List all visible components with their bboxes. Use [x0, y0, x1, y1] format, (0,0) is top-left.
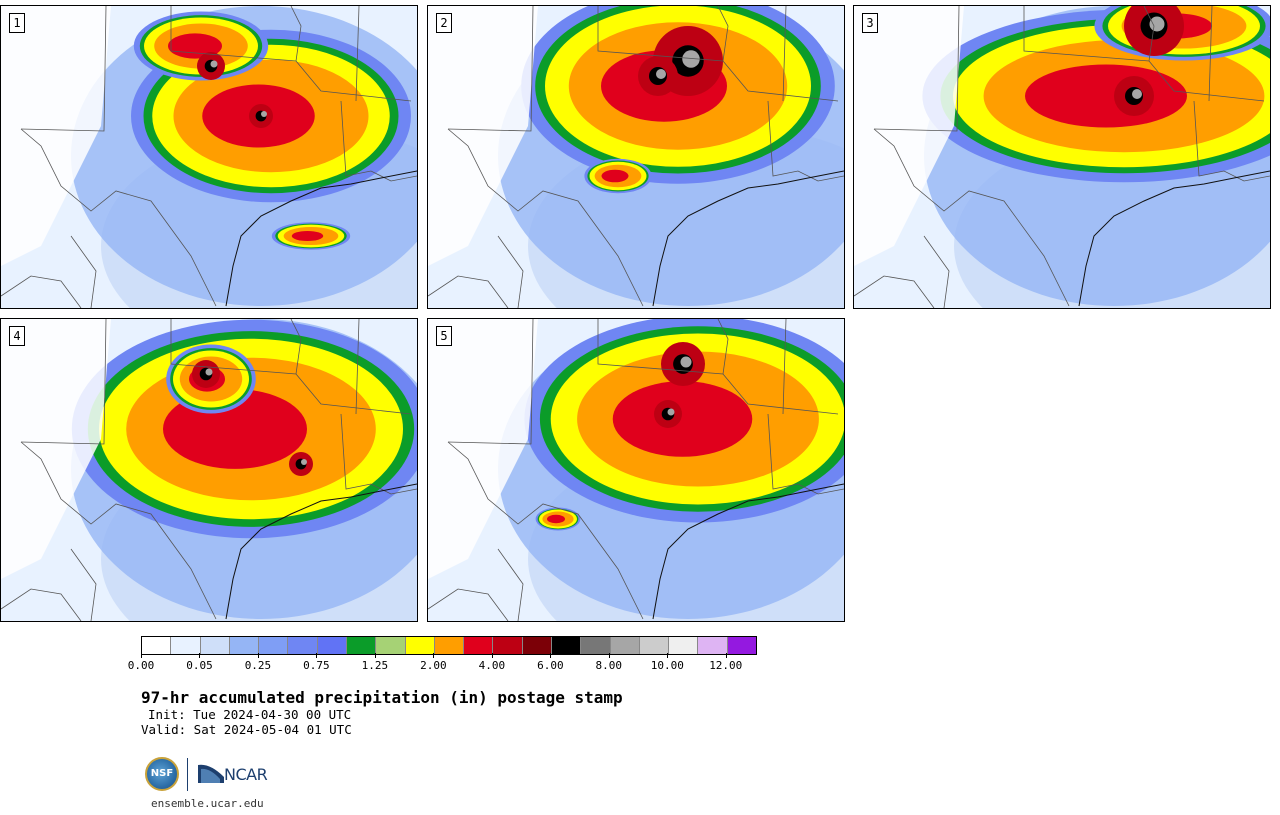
colorbar-swatch: [346, 637, 377, 654]
precip-colorbar: [141, 636, 757, 655]
precip-map-3: [854, 6, 1270, 308]
ncar-logo-icon: [198, 764, 224, 783]
colorbar-swatch: [698, 637, 728, 654]
colorbar-swatch: [434, 637, 465, 654]
colorbar-tick: [199, 653, 201, 658]
colorbar-swatch: [171, 637, 201, 654]
colorbar-tick-label: 10.00: [650, 659, 684, 672]
colorbar-tick-label: 12.00: [709, 659, 743, 672]
colorbar-tick: [141, 653, 142, 658]
postage-stamp-panel-2: 2: [427, 5, 845, 309]
postage-stamp-panel-3: 3: [853, 5, 1271, 309]
colorbar-swatch: [259, 637, 289, 654]
colorbar-swatch: [551, 637, 582, 654]
postage-stamp-panel-5: 5: [427, 318, 845, 622]
colorbar-tick: [550, 653, 552, 658]
colorbar-swatch: [288, 637, 318, 654]
colorbar-swatch: [727, 637, 756, 654]
colorbar-swatch: [669, 637, 699, 654]
colorbar-swatch: [376, 637, 406, 654]
precip-map-5: [428, 319, 844, 621]
colorbar-swatch: [639, 637, 670, 654]
valid-time: Valid: Sat 2024-05-04 01 UTC: [141, 722, 352, 737]
colorbar-tick: [491, 653, 493, 658]
colorbar-swatch: [317, 637, 347, 654]
colorbar-tick-label: 0.75: [303, 659, 330, 672]
colorbar-tick-label: 8.00: [595, 659, 623, 672]
precip-map-1: [1, 6, 417, 308]
site-url: ensemble.ucar.edu: [151, 797, 264, 810]
postage-stamp-panel-4: 4: [0, 318, 418, 622]
colorbar-tick: [725, 653, 727, 658]
colorbar-tick-label: 0.00: [127, 659, 155, 672]
colorbar-tick-label: 0.25: [244, 659, 272, 672]
panel-label-5: 5: [436, 326, 452, 346]
colorbar-tick-label: 4.00: [478, 659, 506, 672]
precip-map-4: [1, 319, 417, 621]
colorbar-tick: [608, 653, 610, 658]
sponsor-logos: NSF NCAR: [145, 757, 275, 793]
panel-label-1: 1: [9, 13, 25, 33]
colorbar-tick-label: 0.05: [186, 659, 213, 672]
colorbar-tick-label: 1.25: [361, 659, 389, 672]
colorbar-swatch: [405, 637, 435, 654]
colorbar-swatch: [493, 637, 523, 654]
panel-label-3: 3: [862, 13, 878, 33]
colorbar-swatch: [142, 637, 172, 654]
colorbar-tick: [257, 653, 259, 658]
logo-divider: [187, 758, 188, 791]
colorbar-tick-label: 2.00: [420, 659, 447, 672]
init-time: Init: Tue 2024-04-30 00 UTC: [148, 707, 352, 722]
colorbar-tick: [374, 653, 376, 658]
colorbar-tick: [433, 653, 435, 658]
ncar-logo-text: NCAR: [224, 765, 268, 784]
colorbar-swatch: [581, 637, 611, 654]
panel-label-2: 2: [436, 13, 452, 33]
colorbar-tick: [316, 653, 318, 658]
nsf-logo: NSF: [145, 757, 179, 791]
colorbar-swatch: [229, 637, 260, 654]
colorbar-swatch: [522, 637, 552, 654]
panel-label-4: 4: [9, 326, 25, 346]
colorbar-swatch: [464, 637, 494, 654]
precip-map-2: [428, 6, 844, 308]
figure-title: 97-hr accumulated precipitation (in) pos…: [141, 688, 623, 707]
postage-stamp-panel-1: 1: [0, 5, 418, 309]
colorbar-swatch: [610, 637, 640, 654]
colorbar-tick-label: 6.00: [537, 659, 564, 672]
colorbar-swatch: [200, 637, 230, 654]
colorbar-tick: [667, 653, 669, 658]
